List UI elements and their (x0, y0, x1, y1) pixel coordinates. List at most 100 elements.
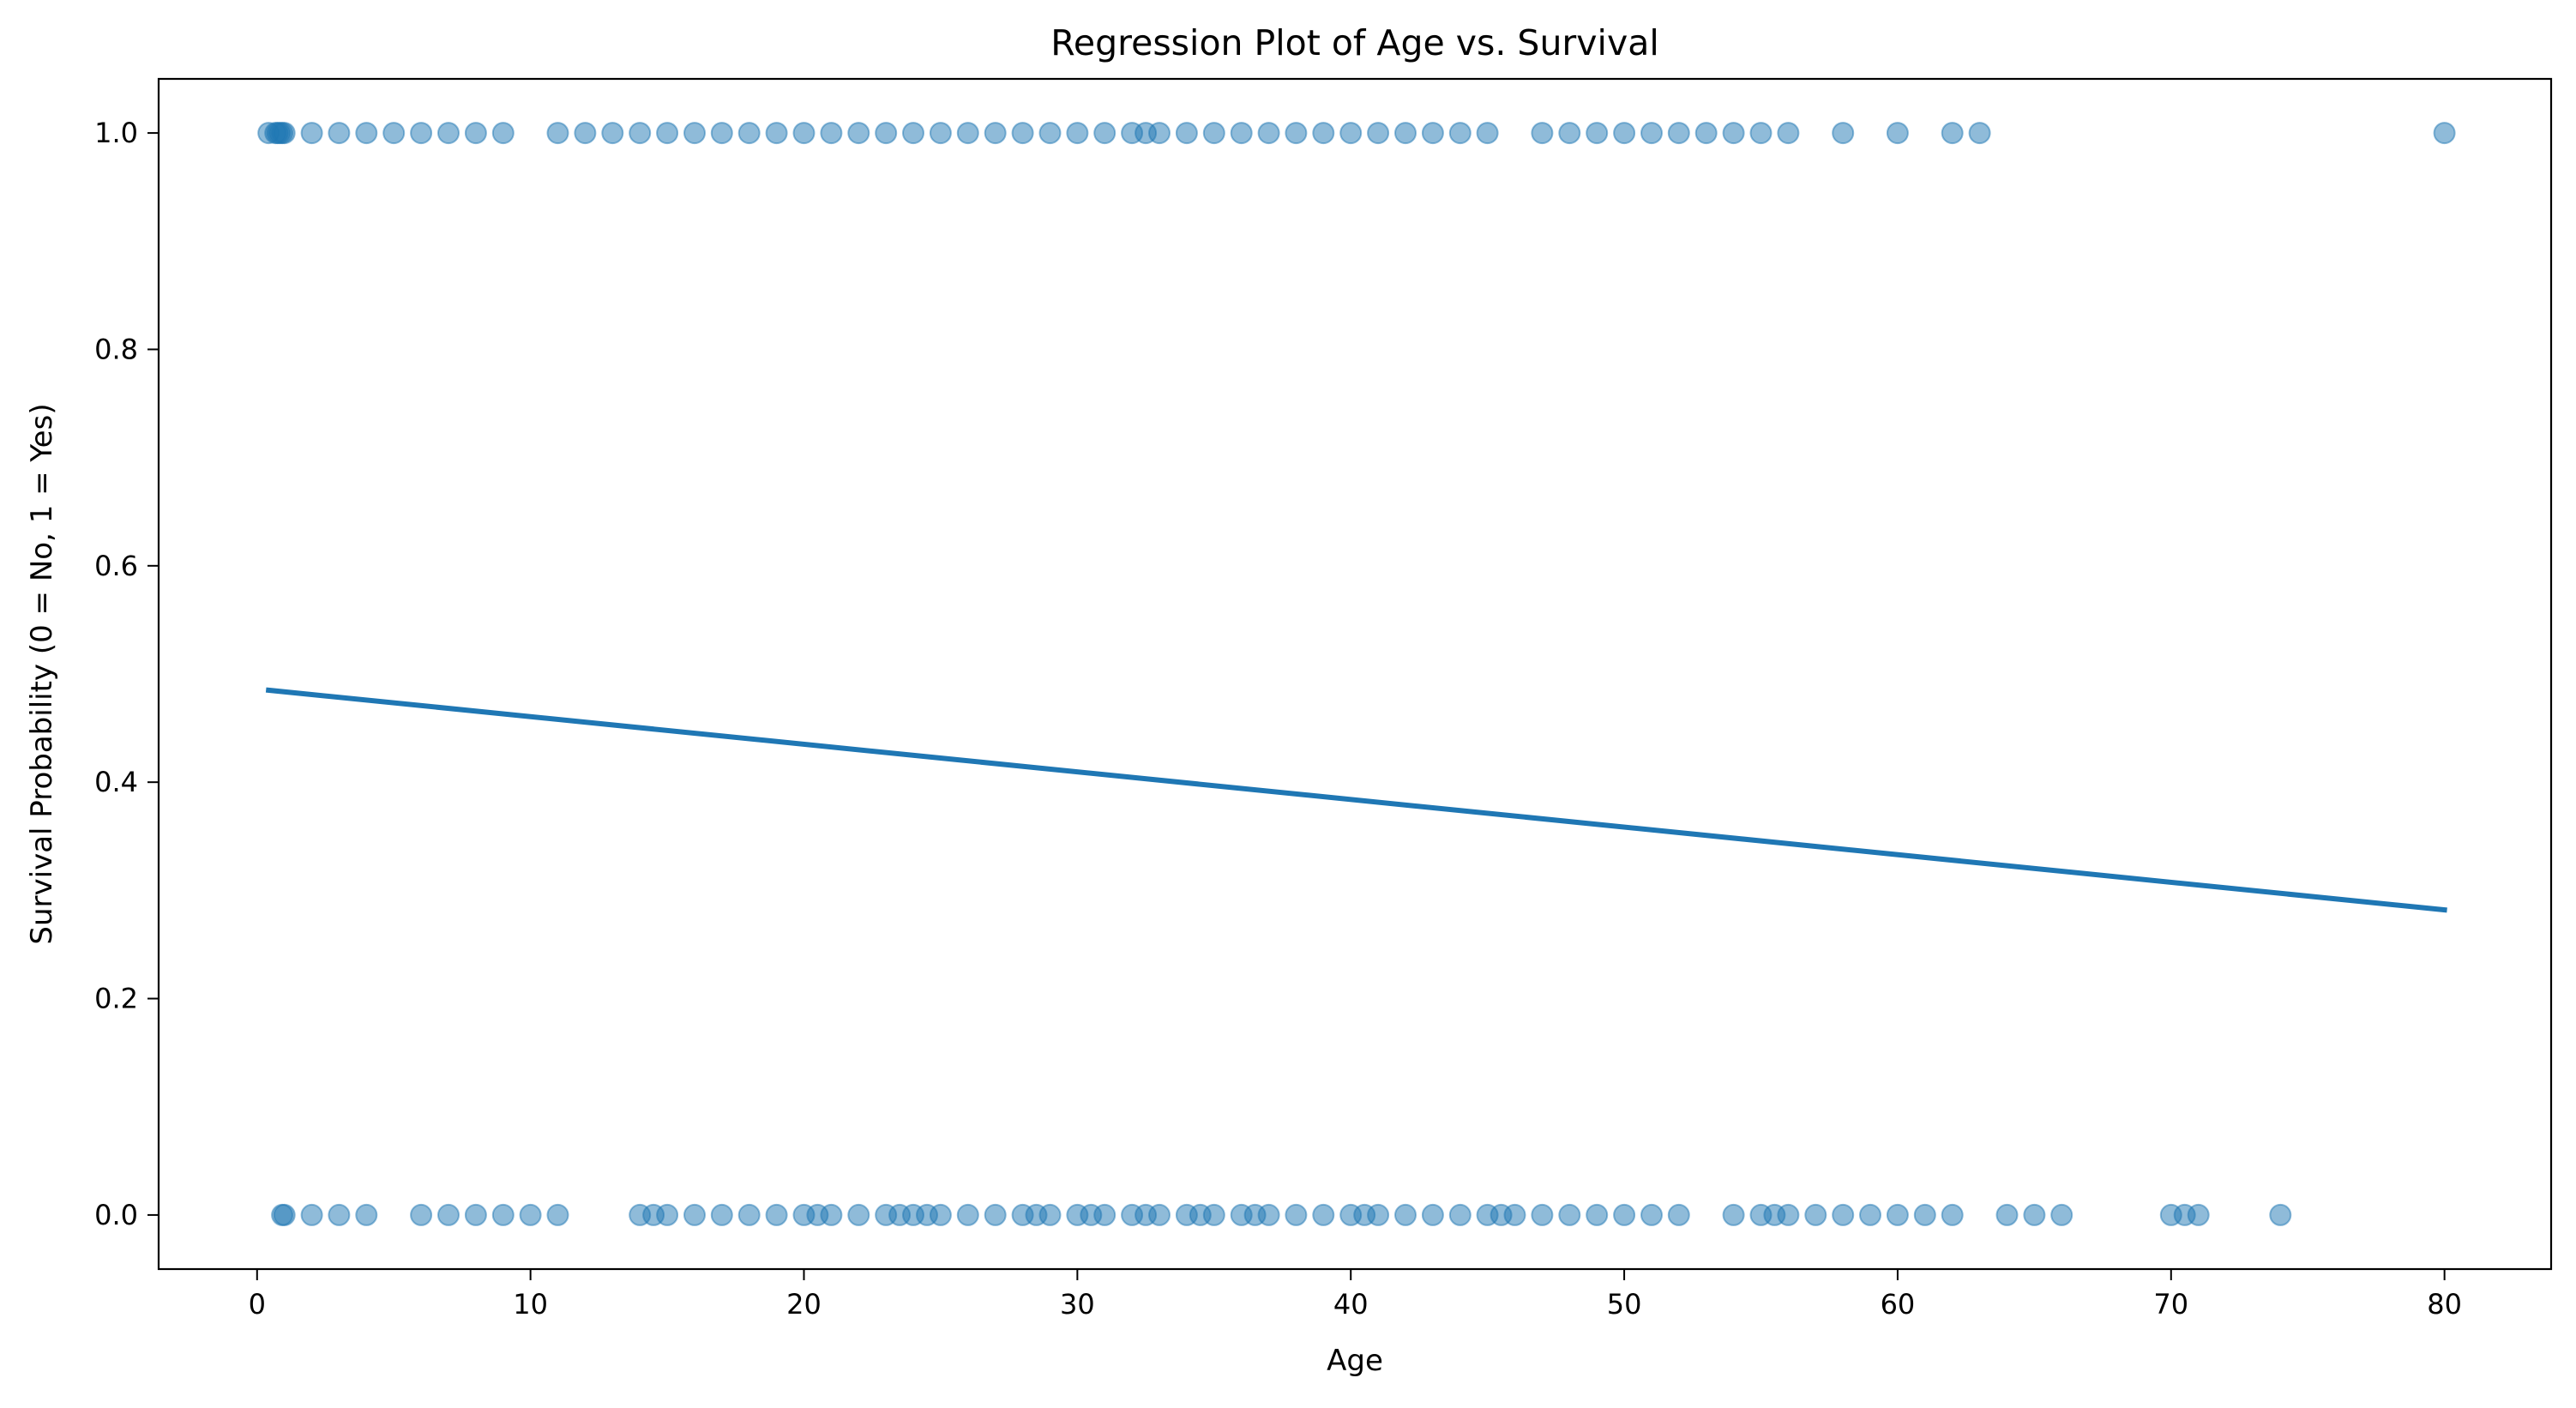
data-point (273, 122, 296, 145)
data-point (1667, 1203, 1690, 1226)
data-point (737, 1203, 761, 1226)
data-point (1202, 1203, 1225, 1226)
data-point (710, 122, 733, 145)
data-point (1148, 1203, 1171, 1226)
y-axis-ticks: 0.0 0.2 0.4 0.6 0.8 1.0 (94, 117, 159, 1231)
data-point (1394, 122, 1417, 145)
data-point (1586, 122, 1609, 145)
data-point (1421, 122, 1444, 145)
data-point (1312, 1203, 1335, 1226)
y-axis-label: Survival Probability (0 = No, 1 = Yes) (25, 403, 59, 944)
data-point (1394, 1203, 1417, 1226)
data-point (984, 122, 1007, 145)
data-point (1722, 1203, 1745, 1226)
data-point (355, 122, 378, 145)
data-point (1777, 122, 1800, 145)
data-point (1804, 1203, 1827, 1226)
data-point (820, 1203, 843, 1226)
x-axis-label: Age (1327, 1344, 1383, 1378)
data-point (1749, 122, 1773, 145)
data-point (1367, 1203, 1390, 1226)
data-point (956, 1203, 979, 1226)
y-tick-label: 0.8 (94, 333, 138, 365)
data-point (1066, 122, 1089, 145)
data-point (464, 122, 487, 145)
data-point (1531, 1203, 1554, 1226)
data-point (2187, 1203, 2210, 1226)
data-point (574, 122, 597, 145)
data-point (1694, 122, 1718, 145)
data-point (1038, 122, 1062, 145)
data-point (1832, 1203, 1855, 1226)
data-point (1257, 122, 1280, 145)
data-point (847, 1203, 870, 1226)
data-point (1558, 122, 1581, 145)
data-point (710, 1203, 733, 1226)
data-point (1941, 122, 1964, 145)
data-point (1202, 122, 1225, 145)
data-point (2269, 1203, 2292, 1226)
data-point (1968, 122, 1991, 145)
data-point (382, 122, 406, 145)
data-point (1367, 122, 1390, 145)
x-axis-ticks: 0 10 20 30 40 50 60 70 80 (249, 1269, 2462, 1321)
data-point (656, 122, 679, 145)
x-tick-label: 80 (2427, 1288, 2462, 1321)
data-point (1886, 1203, 1909, 1226)
y-tick-label: 0.2 (94, 983, 138, 1015)
data-point (1531, 122, 1554, 145)
data-point (1613, 122, 1636, 145)
data-point (546, 122, 569, 145)
data-point (1257, 1203, 1280, 1226)
data-point (1175, 122, 1198, 145)
data-point (1093, 122, 1116, 145)
data-point (300, 122, 323, 145)
data-point (956, 122, 979, 145)
regression-line (265, 687, 2447, 913)
data-point (1448, 1203, 1472, 1226)
data-point (984, 1203, 1007, 1226)
y-tick-label: 0.0 (94, 1199, 138, 1231)
data-point (683, 1203, 706, 1226)
data-point (1339, 122, 1363, 145)
data-point (2023, 1203, 2046, 1226)
data-point (437, 1203, 460, 1226)
data-point (902, 122, 924, 145)
data-point (1777, 1203, 1800, 1226)
data-point (929, 122, 952, 145)
data-point (737, 122, 761, 145)
data-point (1421, 1203, 1444, 1226)
data-point (656, 1203, 679, 1226)
data-point (328, 122, 351, 145)
data-point (1038, 1203, 1062, 1226)
data-point (875, 122, 898, 145)
data-point (1148, 122, 1171, 145)
data-point (1230, 122, 1253, 145)
data-point (765, 1203, 788, 1226)
data-point (491, 122, 515, 145)
data-point (820, 122, 843, 145)
data-point (300, 1203, 323, 1226)
data-point (1667, 122, 1690, 145)
data-point (765, 122, 788, 145)
data-point (1586, 1203, 1609, 1226)
x-tick-label: 30 (1060, 1288, 1095, 1321)
data-point (1558, 1203, 1581, 1226)
data-point (1011, 122, 1034, 145)
data-point (546, 1203, 569, 1226)
data-point (1285, 1203, 1308, 1226)
data-point (1859, 1203, 1881, 1226)
regression-line-group (265, 687, 2447, 913)
data-point (601, 122, 624, 145)
data-point (683, 122, 706, 145)
plot-frame (157, 77, 2553, 1271)
chart-title: Regression Plot of Age vs. Survival (1050, 22, 1658, 63)
y-tick-label: 1.0 (94, 117, 138, 149)
data-point (929, 1203, 952, 1226)
data-point (2050, 1203, 2073, 1226)
data-point (273, 1203, 296, 1226)
data-point (437, 122, 460, 145)
